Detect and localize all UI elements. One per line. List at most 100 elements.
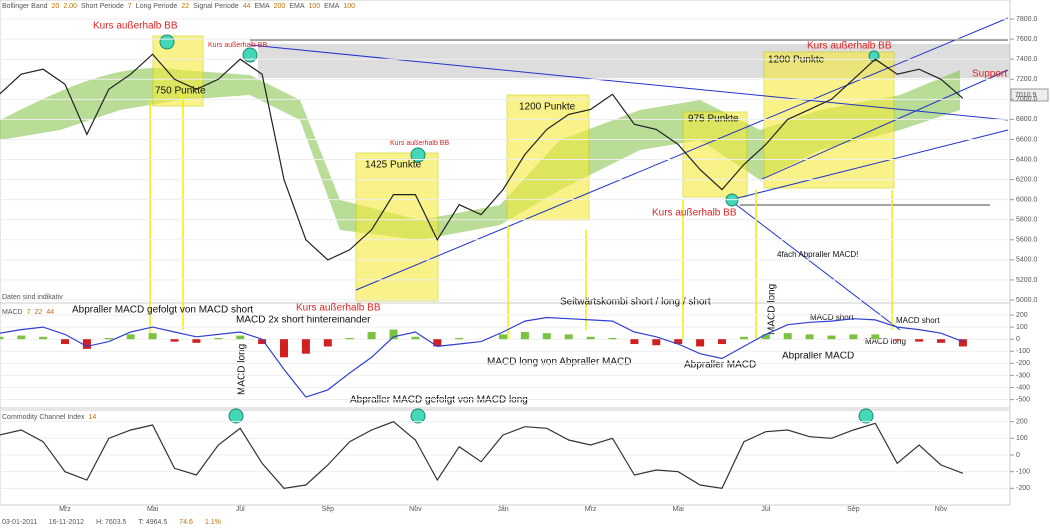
y-tick-label: 0 <box>1016 336 1020 343</box>
marker <box>410 147 426 163</box>
label-part: 7 <box>128 3 132 10</box>
histogram-bar <box>192 339 201 343</box>
histogram-bar <box>674 339 683 345</box>
label-part: MACD <box>2 309 23 316</box>
annotation: Support <box>972 69 1007 80</box>
histogram-bar <box>871 334 880 340</box>
y-tick-label: 5600.0 <box>1016 237 1038 244</box>
label-part: Long Periode <box>136 3 178 10</box>
annotation: MACD long <box>237 344 248 395</box>
label-part: H: 7603.5 <box>96 519 126 526</box>
histogram-bar <box>345 338 354 340</box>
histogram-bar <box>214 338 223 340</box>
histogram-bar <box>805 334 814 340</box>
histogram-bar <box>849 334 858 340</box>
x-tick-label: Jul <box>236 506 245 513</box>
note: Daten sind indikativ <box>2 294 63 301</box>
histogram-bar <box>17 335 26 340</box>
histogram-bar <box>586 336 595 340</box>
label-part: EMA <box>324 3 340 10</box>
histogram-bar <box>564 334 573 340</box>
y-tick-label: -100 <box>1016 469 1030 476</box>
x-tick-label: Sep <box>322 506 335 513</box>
highlight-box <box>682 111 748 198</box>
x-tick-label: Nov <box>935 506 948 513</box>
histogram-bar <box>0 336 4 340</box>
annotation: Abpraller MACD <box>684 360 756 371</box>
y-tick-label: 7400.0 <box>1016 56 1038 63</box>
annotation: Seitwärtskombi short / long / short <box>560 297 711 308</box>
histogram-bar <box>608 338 617 340</box>
histogram-bar <box>433 339 442 347</box>
series-line <box>0 421 964 489</box>
histogram-bar <box>958 339 967 347</box>
histogram-bar <box>104 338 113 340</box>
y-tick-label: 200 <box>1016 312 1028 319</box>
label-part: EMA <box>254 3 270 10</box>
x-tick-label: Mrz <box>585 506 597 513</box>
highlight-box <box>763 51 895 189</box>
y-tick-label: -300 <box>1016 372 1030 379</box>
y-tick-label: -100 <box>1016 348 1030 355</box>
histogram-bar <box>520 331 529 340</box>
histogram-bar <box>39 336 48 340</box>
y-tick-label: 5400.0 <box>1016 257 1038 264</box>
label-part: Commodity Channel Index <box>2 414 85 421</box>
histogram-bar <box>280 339 288 358</box>
y-tick-label: -400 <box>1016 384 1030 391</box>
x-tick-label: Jan <box>497 506 508 513</box>
resistance-zone <box>258 44 1010 78</box>
cci-panel <box>0 409 1011 506</box>
trendline <box>729 199 901 331</box>
annotation: Abpraller MACD <box>782 351 854 362</box>
label-part: 200 <box>274 3 286 10</box>
annotation: MACD short <box>810 313 854 322</box>
ichimoku-cloud <box>0 68 960 240</box>
y-tick-label: 7200.0 <box>1016 76 1038 83</box>
label-part: 14 <box>89 414 97 421</box>
annotation: MACD long <box>865 337 906 346</box>
histogram-bar <box>739 336 748 340</box>
y-tick-label: 100 <box>1016 435 1028 442</box>
x-tick-label: Mai <box>147 506 159 513</box>
highlight-box <box>152 35 204 107</box>
y-tick-label: 5000.0 <box>1016 297 1038 304</box>
y-tick-label: 0 <box>1016 452 1020 459</box>
histogram-bar <box>301 339 310 354</box>
histogram-bar <box>827 335 836 340</box>
histogram-bar <box>915 339 924 342</box>
trendline <box>355 17 1009 291</box>
x-tick-label: Mrz <box>59 506 71 513</box>
histogram-bar <box>323 339 332 347</box>
label-part: Short Periode <box>81 3 124 10</box>
marker <box>858 408 874 424</box>
label-part: 2.00 <box>63 3 77 10</box>
marker <box>228 408 244 424</box>
label-part: 20 <box>52 3 60 10</box>
annotation: Kurs außerhalb BB <box>652 208 737 219</box>
marker <box>159 34 175 50</box>
label-part: 74.6 <box>179 519 193 526</box>
label-part: 22 <box>181 3 189 10</box>
histogram-bar <box>258 339 267 345</box>
histogram-bar <box>630 339 639 345</box>
marker <box>410 408 426 424</box>
price-tag-box <box>1010 88 1049 102</box>
y-tick-label: 7000.0 <box>1016 96 1038 103</box>
label-part: 44 <box>243 3 251 10</box>
histogram-bar <box>389 329 398 340</box>
y-tick-label: -200 <box>1016 360 1030 367</box>
y-tick-label: 6200.0 <box>1016 176 1038 183</box>
trendline <box>249 44 1009 121</box>
y-tick-label: -200 <box>1016 485 1030 492</box>
annotation: Abpraller MACD gefolgt von MACD short <box>72 305 253 316</box>
histogram-bar <box>542 333 551 340</box>
marker <box>242 47 258 63</box>
label-part: Signal Periode <box>193 3 239 10</box>
panel-label: Commodity Channel Index 14 <box>2 414 96 421</box>
histogram-bar <box>411 336 420 340</box>
histogram-bar <box>499 334 507 340</box>
highlight-box <box>355 152 439 302</box>
annotation: 750 Punkte <box>155 86 206 97</box>
